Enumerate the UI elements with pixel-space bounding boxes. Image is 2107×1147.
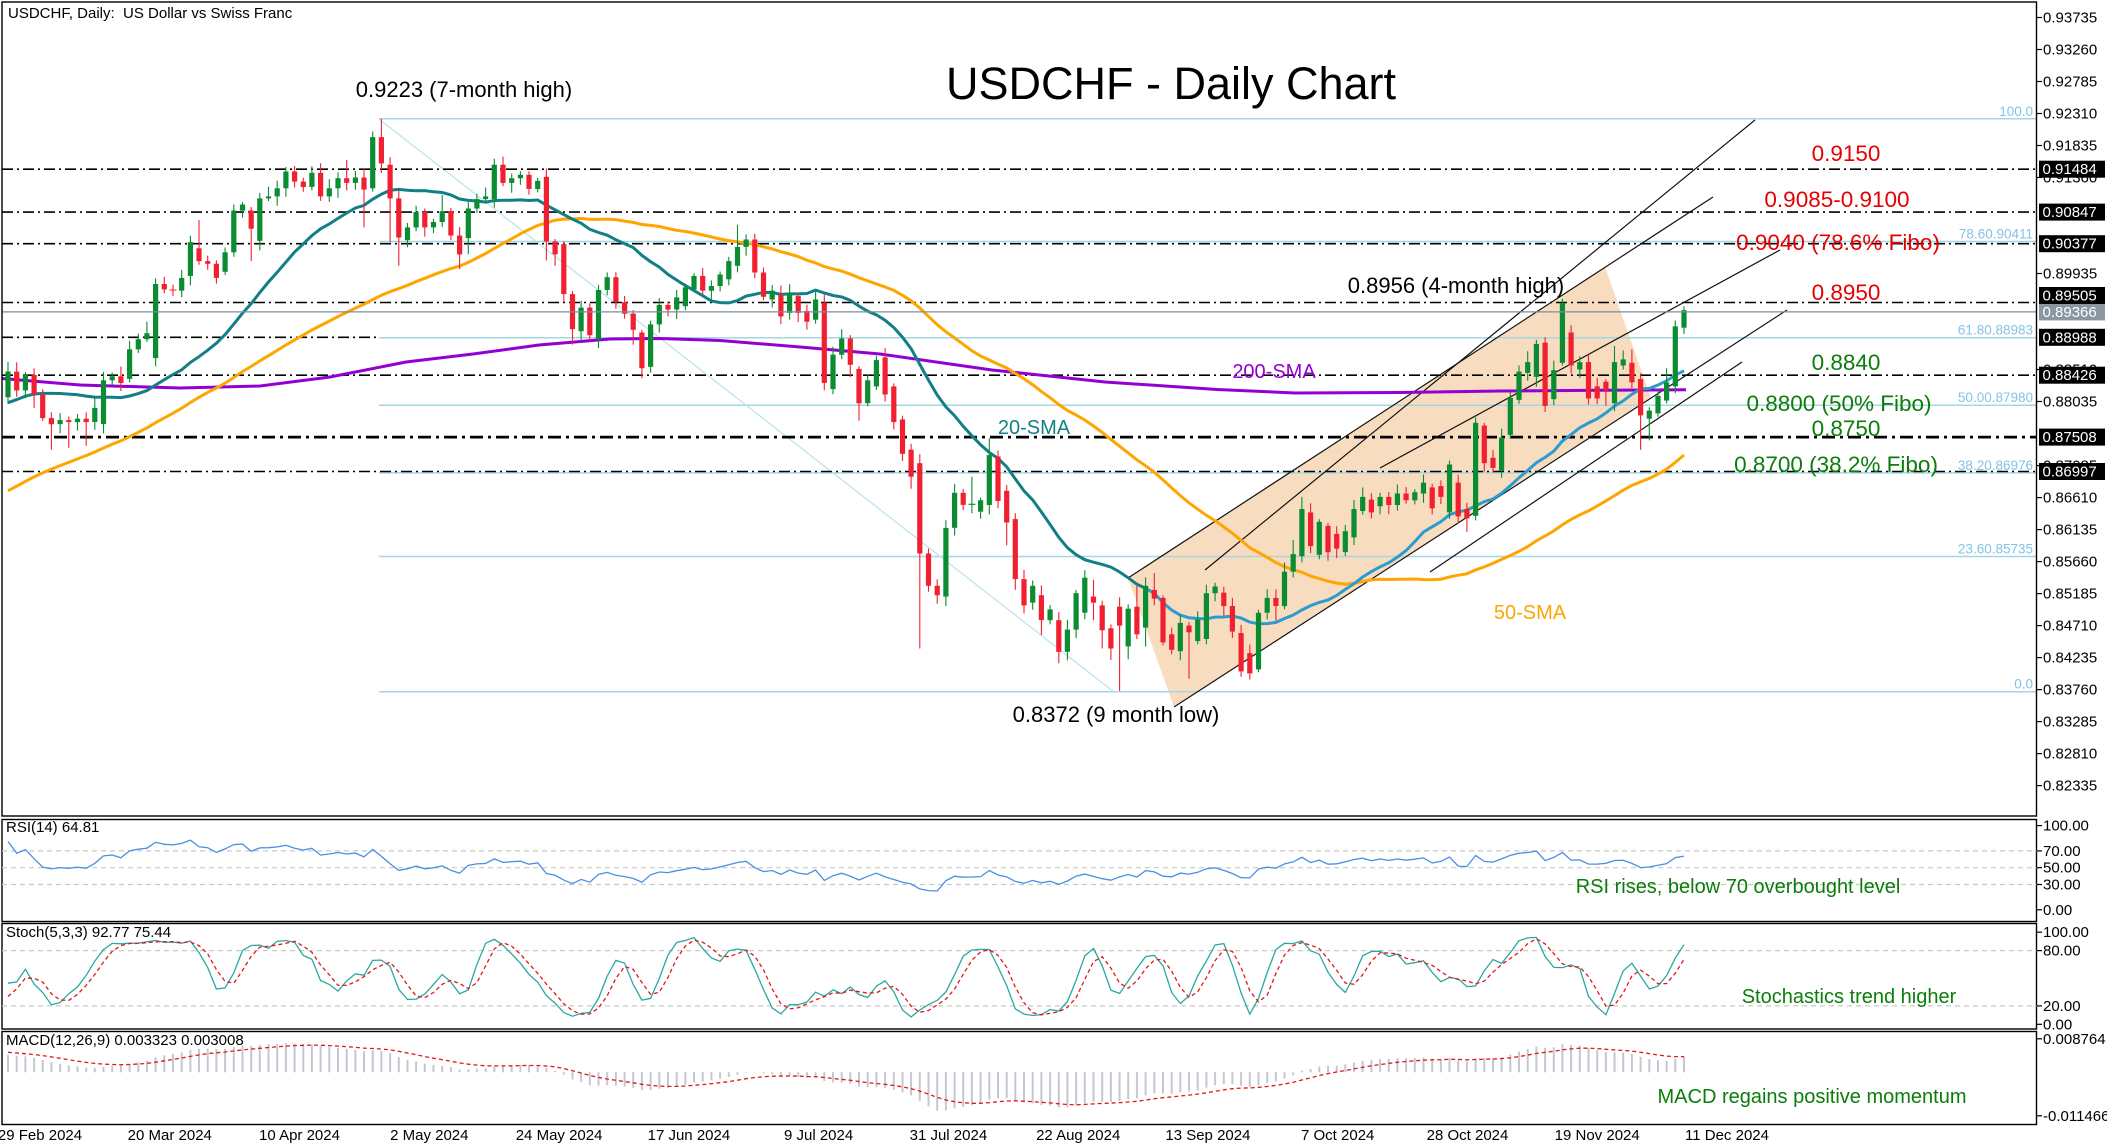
svg-text:0.92785: 0.92785: [2043, 74, 2097, 91]
svg-text:0.89505: 0.89505: [2043, 288, 2097, 305]
svg-text:100.00: 100.00: [2043, 818, 2089, 835]
svg-text:31 Jul 2024: 31 Jul 2024: [910, 1127, 988, 1144]
svg-text:20 Mar 2024: 20 Mar 2024: [128, 1127, 212, 1144]
svg-text:22 Aug 2024: 22 Aug 2024: [1036, 1127, 1120, 1144]
svg-text:100.00: 100.00: [2043, 924, 2089, 941]
svg-text:50.00: 50.00: [2043, 860, 2081, 877]
svg-text:50-SMA: 50-SMA: [1494, 602, 1567, 624]
svg-text:USDCHF, Daily: US Dollar vs S: USDCHF, Daily: US Dollar vs Swiss Franc: [8, 5, 293, 22]
svg-text:61.80.88983: 61.80.88983: [1958, 323, 2033, 338]
svg-text:20-SMA: 20-SMA: [998, 417, 1071, 439]
svg-text:0.90377: 0.90377: [2043, 236, 2097, 253]
svg-text:0.82335: 0.82335: [2043, 778, 2097, 795]
svg-text:0.91835: 0.91835: [2043, 138, 2097, 155]
svg-text:0.89366: 0.89366: [2043, 304, 2097, 321]
svg-text:0.85185: 0.85185: [2043, 586, 2097, 603]
svg-text:29 Feb 2024: 29 Feb 2024: [0, 1127, 82, 1144]
svg-text:0.8800 (50% Fibo): 0.8800 (50% Fibo): [1746, 391, 1931, 416]
svg-text:0.86610: 0.86610: [2043, 490, 2097, 507]
svg-text:0.8700 (38.2% Fibo): 0.8700 (38.2% Fibo): [1734, 452, 1938, 477]
svg-text:50.00.87980: 50.00.87980: [1958, 390, 2033, 405]
svg-text:2 May 2024: 2 May 2024: [390, 1127, 468, 1144]
svg-text:38.20.86976: 38.20.86976: [1958, 458, 2033, 473]
svg-text:RSI(14) 64.81: RSI(14) 64.81: [6, 819, 99, 836]
svg-text:13 Sep 2024: 13 Sep 2024: [1165, 1127, 1250, 1144]
svg-text:0.85660: 0.85660: [2043, 554, 2097, 571]
svg-text:0.93735: 0.93735: [2043, 10, 2097, 27]
svg-text:100.0: 100.0: [1999, 104, 2033, 119]
svg-text:Stoch(5,3,3) 92.77 75.44: Stoch(5,3,3) 92.77 75.44: [6, 924, 171, 941]
svg-text:70.00: 70.00: [2043, 843, 2081, 860]
svg-text:0.88426: 0.88426: [2043, 367, 2097, 384]
svg-text:20.00: 20.00: [2043, 998, 2081, 1015]
svg-text:0.008764: 0.008764: [2043, 1031, 2106, 1048]
svg-text:0.89935: 0.89935: [2043, 266, 2097, 283]
svg-text:Stochastics trend higher: Stochastics trend higher: [1742, 986, 1957, 1008]
svg-text:11 Dec 2024: 11 Dec 2024: [1685, 1127, 1769, 1144]
svg-text:78.60.90411: 78.60.90411: [1959, 227, 2033, 242]
svg-text:0.86135: 0.86135: [2043, 522, 2097, 539]
svg-text:0.9085-0.9100: 0.9085-0.9100: [1764, 187, 1909, 212]
svg-text:0.93260: 0.93260: [2043, 42, 2097, 59]
svg-text:30.00: 30.00: [2043, 877, 2081, 894]
svg-text:MACD regains positive momentum: MACD regains positive momentum: [1658, 1086, 1967, 1108]
svg-text:0.90847: 0.90847: [2043, 204, 2097, 221]
svg-text:0.8950: 0.8950: [1812, 280, 1881, 305]
svg-text:0.0: 0.0: [2014, 677, 2033, 692]
svg-text:0.9223 (7-month high): 0.9223 (7-month high): [356, 77, 572, 102]
svg-text:10 Apr 2024: 10 Apr 2024: [259, 1127, 340, 1144]
svg-text:24 May 2024: 24 May 2024: [516, 1127, 603, 1144]
svg-text:0.9040 (78.6% Fibo): 0.9040 (78.6% Fibo): [1736, 230, 1940, 255]
svg-text:200-SMA: 200-SMA: [1232, 361, 1316, 383]
svg-text:0.84710: 0.84710: [2043, 618, 2097, 635]
svg-text:-0.011466: -0.011466: [2043, 1108, 2107, 1125]
svg-text:0.00: 0.00: [2043, 1016, 2072, 1033]
svg-text:0.9150: 0.9150: [1812, 141, 1881, 166]
svg-text:0.92310: 0.92310: [2043, 106, 2097, 123]
svg-text:0.82810: 0.82810: [2043, 746, 2097, 763]
svg-text:19 Nov 2024: 19 Nov 2024: [1555, 1127, 1640, 1144]
svg-text:28 Oct 2024: 28 Oct 2024: [1427, 1127, 1509, 1144]
svg-text:0.88988: 0.88988: [2043, 329, 2097, 346]
svg-text:0.86997: 0.86997: [2043, 464, 2097, 481]
svg-text:MACD(12,26,9) 0.003323 0.00300: MACD(12,26,9) 0.003323 0.003008: [6, 1032, 244, 1049]
svg-text:23.60.85735: 23.60.85735: [1958, 542, 2033, 557]
svg-text:0.88035: 0.88035: [2043, 394, 2097, 411]
svg-text:RSI rises, below 70 overbought: RSI rises, below 70 overbought level: [1576, 876, 1901, 898]
svg-text:17 Jun 2024: 17 Jun 2024: [648, 1127, 731, 1144]
svg-text:0.83285: 0.83285: [2043, 714, 2097, 731]
svg-text:7 Oct 2024: 7 Oct 2024: [1301, 1127, 1374, 1144]
svg-text:0.8956 (4-month high): 0.8956 (4-month high): [1348, 273, 1564, 298]
svg-text:0.83760: 0.83760: [2043, 682, 2097, 699]
svg-text:9 Jul 2024: 9 Jul 2024: [784, 1127, 853, 1144]
svg-text:USDCHF - Daily Chart: USDCHF - Daily Chart: [946, 58, 1397, 109]
svg-text:0.87508: 0.87508: [2043, 429, 2097, 446]
svg-text:0.8840: 0.8840: [1812, 350, 1881, 375]
svg-text:0.00: 0.00: [2043, 902, 2072, 919]
svg-text:0.91484: 0.91484: [2043, 161, 2097, 178]
svg-text:0.8750: 0.8750: [1812, 416, 1881, 441]
svg-text:0.84235: 0.84235: [2043, 650, 2097, 667]
svg-text:80.00: 80.00: [2043, 943, 2081, 960]
svg-text:0.8372 (9 month low): 0.8372 (9 month low): [1013, 702, 1220, 727]
